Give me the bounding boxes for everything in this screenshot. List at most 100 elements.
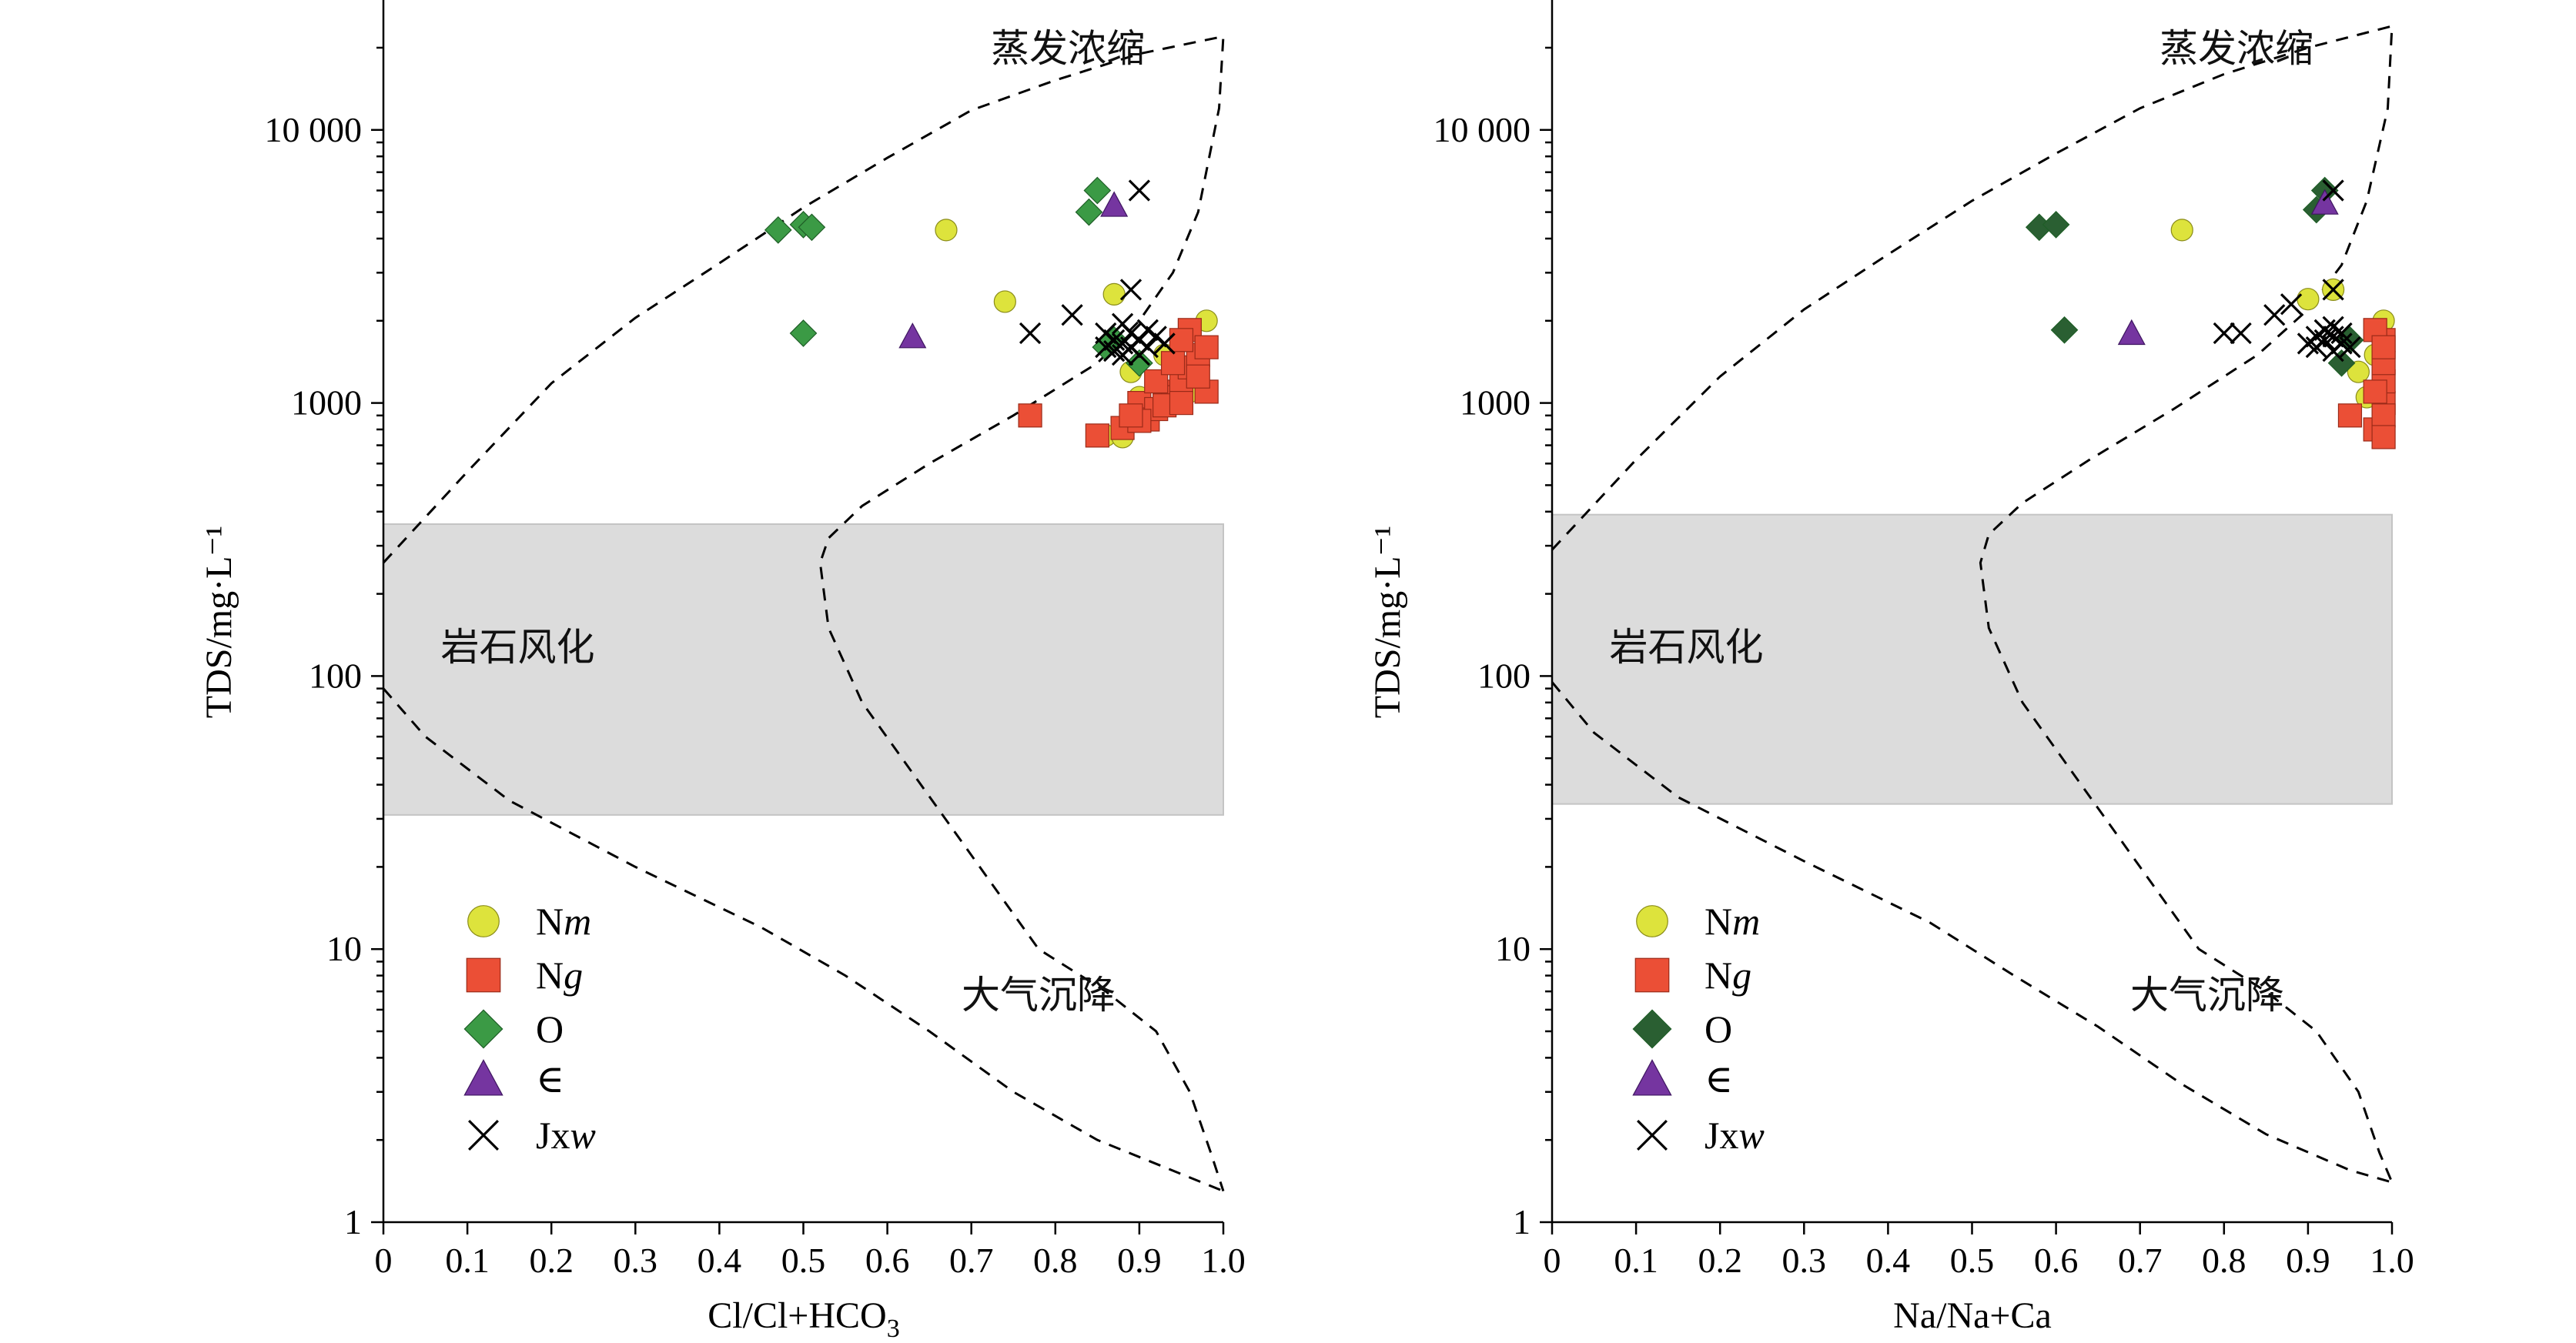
legend-marker-Jxw xyxy=(1637,1120,1668,1151)
x-tick-label: 0.3 xyxy=(614,1241,658,1280)
point-Ng xyxy=(2371,403,2396,428)
point-O xyxy=(798,213,826,242)
x-tick-label: 0.7 xyxy=(949,1241,994,1280)
region-label-rock-weathering: 岩石风化 xyxy=(1610,625,1764,670)
legend-marker-Ng xyxy=(466,957,501,993)
gibbs-panel-2: 1 10 100 1000 10 000 0 0.1 0.2 0.3 0.4 0.5 0.6 0.7 0.… xyxy=(1367,0,2414,1336)
x-tick-label: 0.1 xyxy=(1614,1241,1658,1280)
x-tick-label: 0.8 xyxy=(2202,1241,2246,1280)
y-tick-label: 100 xyxy=(309,656,362,695)
series-E xyxy=(2117,189,2339,346)
point-Ng xyxy=(2337,403,2363,428)
series-Jxw xyxy=(2213,179,2361,362)
point-Jxw xyxy=(2339,336,2361,359)
legend-marker-E xyxy=(1632,1059,1672,1096)
legend-marker-Ng xyxy=(1634,957,1670,993)
gibbs-panel-1: 1 10 100 1000 10 000 0 0.1 0.2 0.3 0.4 0.5 0.6 0.7 0.… xyxy=(199,0,1246,1343)
x-tick-label: 0.6 xyxy=(2034,1241,2079,1280)
point-Nm xyxy=(1102,282,1126,306)
point-Jxw xyxy=(2322,339,2344,362)
point-Ng xyxy=(1169,328,1194,352)
x-tick-label: 0.6 xyxy=(865,1241,910,1280)
x-axis-title-subscript: 3 xyxy=(887,1315,900,1343)
series-Ng xyxy=(1018,318,1219,448)
x-tick-label: 0.3 xyxy=(1782,1241,1827,1280)
point-Jxw xyxy=(1111,343,1134,366)
x-tick-label: 0.4 xyxy=(698,1241,742,1280)
region-label-evaporation: 蒸发浓缩 xyxy=(2159,26,2313,71)
point-Nm xyxy=(935,219,958,242)
x-tick-label: 0 xyxy=(1544,1241,1561,1280)
x-tick-label: 0.1 xyxy=(445,1241,490,1280)
legend-label-suffix: w xyxy=(570,1114,595,1157)
legend-marker-Nm xyxy=(1636,905,1668,937)
point-E xyxy=(2310,189,2339,215)
point-Jxw xyxy=(1136,319,1159,341)
legend-label-prefix: N xyxy=(536,900,564,943)
rock-weathering-band xyxy=(383,523,1224,816)
point-Nm xyxy=(2297,288,2320,311)
series-Ng xyxy=(2337,318,2396,449)
legend-label-prefix: Jx xyxy=(536,1114,570,1157)
point-O xyxy=(1083,176,1112,205)
x-tick-label: 0.5 xyxy=(1950,1241,1995,1280)
gibbs-boundary-upper xyxy=(1551,24,2394,1183)
legend-label-suffix: w xyxy=(1738,1114,1764,1157)
point-Ng xyxy=(2371,335,2396,359)
point-Nm xyxy=(993,290,1016,313)
point-O xyxy=(2042,210,2070,239)
x-tick-label: 0 xyxy=(375,1241,393,1280)
point-Jxw xyxy=(2263,304,2286,326)
x-tick-label: 0.2 xyxy=(529,1241,574,1280)
x-tick-label: 0.5 xyxy=(781,1241,826,1280)
legend-label-E: ∈ xyxy=(1705,1057,1733,1101)
point-Ng xyxy=(1119,403,1143,428)
point-Nm xyxy=(2347,360,2370,383)
legend-label-prefix: Jx xyxy=(1705,1114,1738,1157)
y-axis-title: TDS/mg·L⁻¹ xyxy=(1367,526,1408,718)
legend-label-suffix: g xyxy=(564,954,583,997)
y-tick-label: 100 xyxy=(1477,656,1531,695)
legend-label-suffix: g xyxy=(1732,954,1751,997)
gibbs-boundary-lower xyxy=(382,687,1224,1192)
point-Jxw xyxy=(2305,326,2327,348)
region-label-rock-weathering: 岩石风化 xyxy=(441,625,595,670)
legend-label-suffix: m xyxy=(1732,900,1760,943)
point-Ng xyxy=(1085,423,1109,448)
point-Jxw xyxy=(1095,336,1117,359)
x-tick-label: 0.9 xyxy=(2286,1241,2330,1280)
point-Jxw xyxy=(1111,312,1134,335)
legend-label-E: ∈ xyxy=(536,1057,564,1101)
legend-label-prefix: N xyxy=(1705,954,1732,997)
legend-marker-Nm xyxy=(467,905,500,937)
y-tick-label: 10 000 xyxy=(1434,110,1531,149)
region-label-precipitation: 大气沉降 xyxy=(962,973,1116,1017)
x-tick-label: 0.8 xyxy=(1033,1241,1078,1280)
legend-marker-E xyxy=(463,1059,503,1096)
point-Jxw xyxy=(2230,322,2252,345)
point-E xyxy=(898,322,927,349)
point-Ng xyxy=(1018,403,1042,428)
point-Jxw xyxy=(2280,293,2303,316)
y-tick-label: 1000 xyxy=(1460,383,1531,423)
legend-label-prefix: O xyxy=(536,1007,564,1051)
legend-label-O: O xyxy=(536,1007,564,1051)
point-Jxw xyxy=(2322,316,2344,338)
x-tick-label: 0.9 xyxy=(1117,1241,1162,1280)
legend-label-Ng: Ng xyxy=(1705,954,1751,997)
legend-label-prefix: N xyxy=(1705,900,1732,943)
legend-label-prefix: O xyxy=(1705,1007,1732,1051)
legend-marker-O xyxy=(463,1009,503,1049)
y-tick-label: 1 xyxy=(1513,1202,1531,1241)
point-Jxw xyxy=(1153,332,1176,355)
legend-label-suffix: m xyxy=(564,900,591,943)
x-axis-title: Na/Na+Ca xyxy=(1893,1295,2052,1336)
point-Ng xyxy=(2371,425,2396,449)
point-O xyxy=(2327,349,2356,377)
legend-marker-Jxw xyxy=(468,1120,499,1151)
region-label-evaporation: 蒸发浓缩 xyxy=(991,26,1145,71)
point-Jxw xyxy=(2322,279,2344,301)
legend-label-prefix: ∈ xyxy=(1705,1057,1733,1101)
point-O xyxy=(1075,198,1103,226)
y-tick-label: 1000 xyxy=(291,383,362,423)
